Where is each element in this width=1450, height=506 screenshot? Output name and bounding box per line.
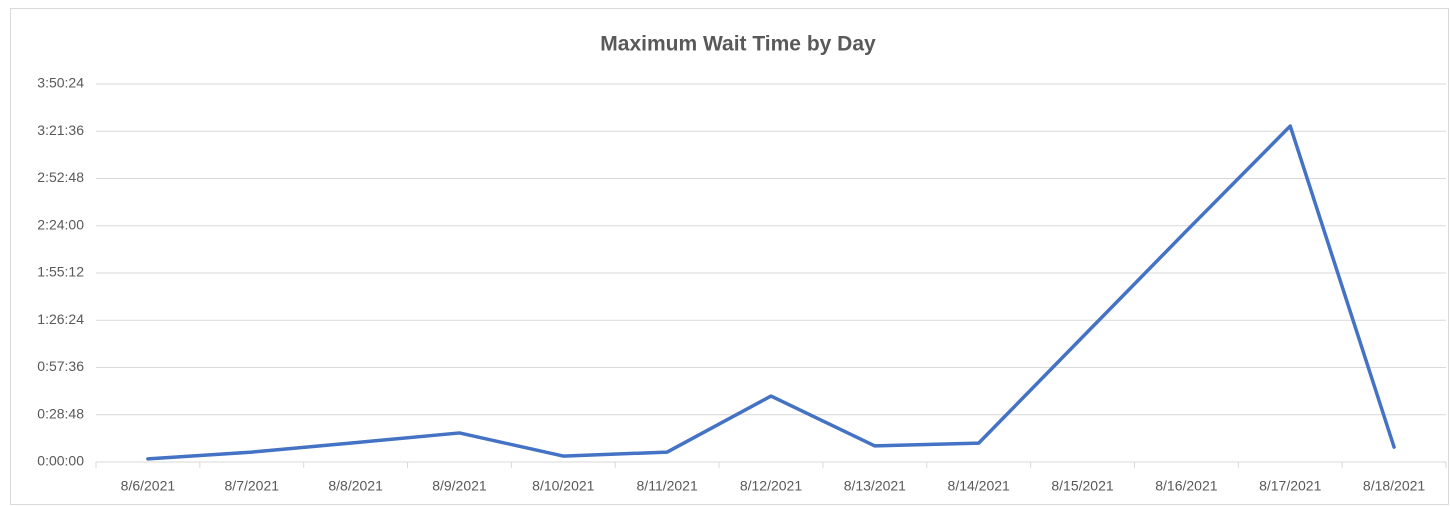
y-tick-label: 2:24:00 (37, 216, 84, 232)
x-tick-label: 8/14/2021 (948, 478, 1010, 494)
x-tick-label: 8/9/2021 (432, 478, 487, 494)
y-tick-label: 3:21:36 (37, 122, 84, 138)
y-tick-label: 2:52:48 (37, 169, 84, 185)
x-tick-label: 8/10/2021 (532, 478, 594, 494)
x-tick-label: 8/17/2021 (1259, 478, 1321, 494)
y-tick-label: 1:55:12 (37, 264, 84, 280)
y-tick-label: 1:26:24 (37, 311, 84, 327)
y-tick-label: 0:57:36 (37, 358, 84, 374)
x-tick-label: 8/15/2021 (1051, 478, 1113, 494)
data-line (146, 124, 1396, 461)
x-tick-label: 8/16/2021 (1155, 478, 1217, 494)
y-tick-label: 0:00:00 (37, 453, 84, 469)
x-tick-label: 8/13/2021 (844, 478, 906, 494)
y-tick-label: 0:28:48 (37, 405, 84, 421)
x-tick-label: 8/7/2021 (225, 478, 280, 494)
x-tick-label: 8/12/2021 (740, 478, 802, 494)
chart-frame (10, 8, 1449, 505)
x-tick-label: 8/6/2021 (121, 478, 176, 494)
x-tick-label: 8/18/2021 (1363, 478, 1425, 494)
x-tick-label: 8/11/2021 (637, 478, 698, 494)
x-tick-label: 8/8/2021 (328, 478, 383, 494)
chart-title: Maximum Wait Time by Day (600, 33, 876, 56)
y-tick-label: 3:50:24 (37, 75, 84, 91)
